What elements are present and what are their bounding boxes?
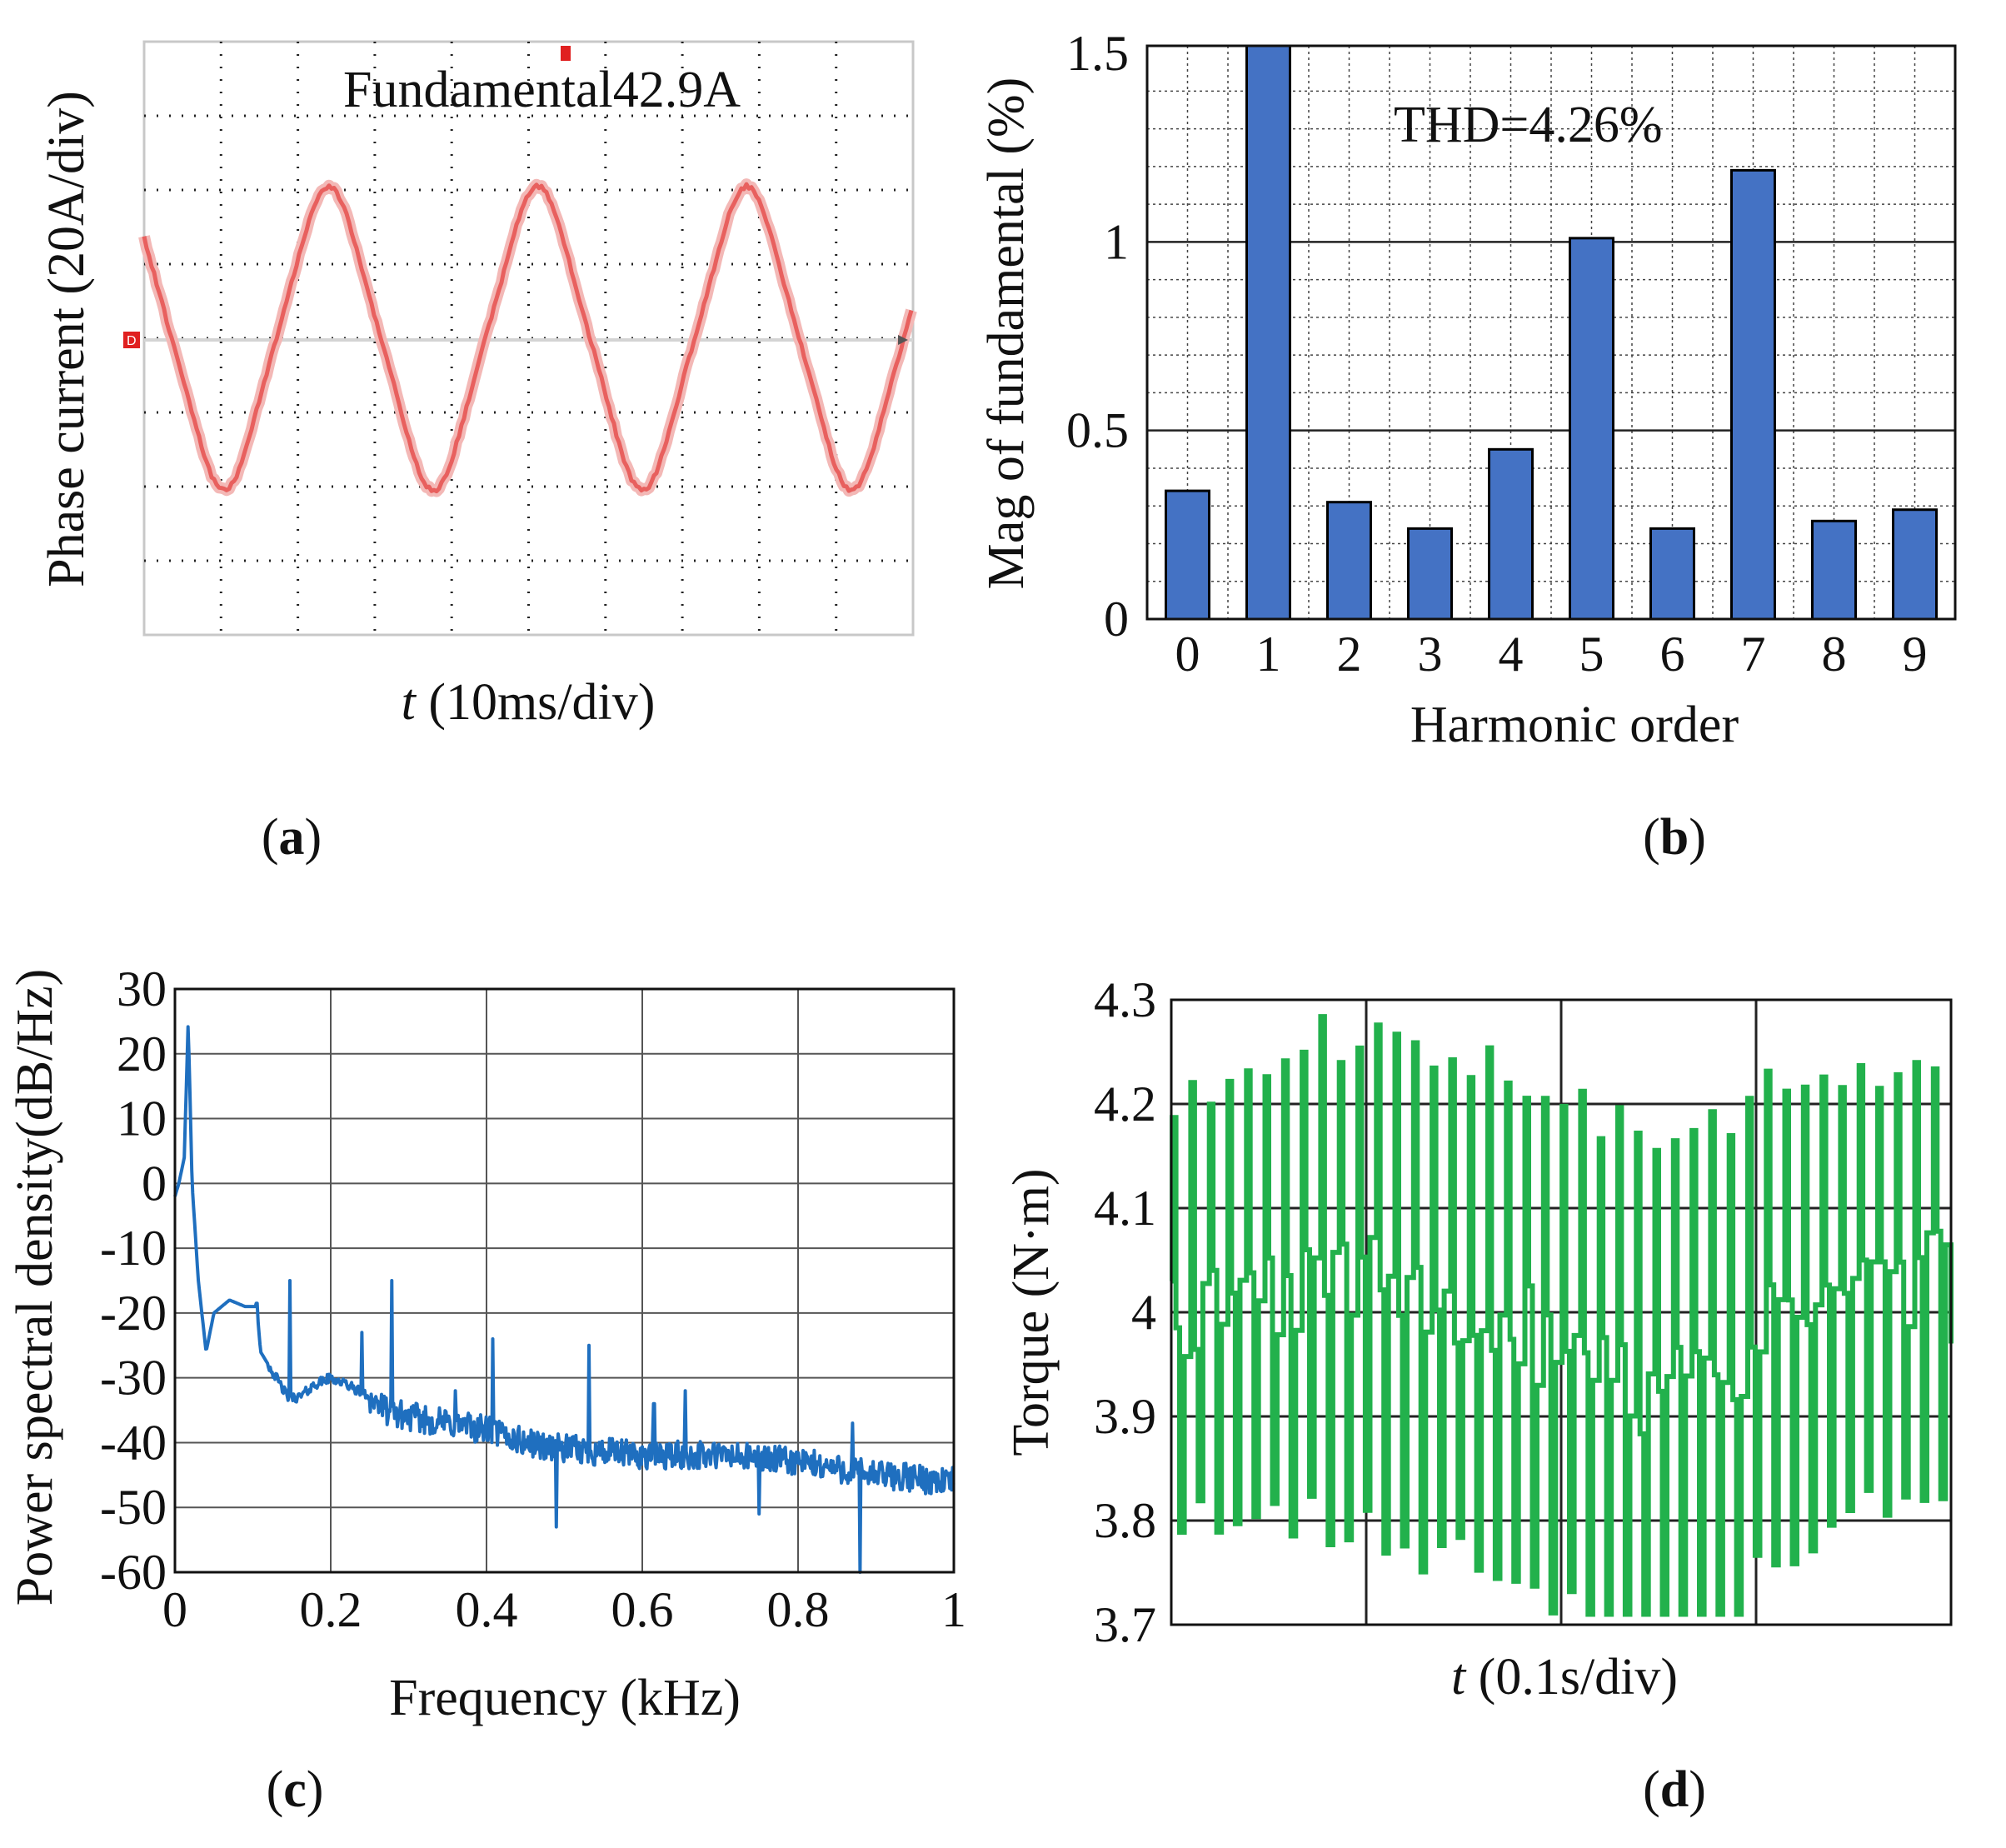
panel-b-ylabel: Mag of fundamental (%): [978, 77, 1035, 590]
xtick-label: 3: [1418, 627, 1443, 682]
panel-a-annotation: Fundamental42.9A: [343, 62, 741, 118]
panel-c-letter: c: [283, 1761, 307, 1818]
ytick-label: -10: [100, 1221, 167, 1276]
ytick-label: -30: [100, 1351, 167, 1406]
xtick-label: 6: [1660, 627, 1685, 682]
panel-c-grid: [175, 989, 954, 1572]
panel-d-xlabel: t (0.1s/div): [1451, 1649, 1678, 1706]
xtick-label: 2: [1337, 627, 1362, 682]
panel-c-label: (c): [267, 1761, 324, 1818]
panel-b-ytick-labels: 0 0.5 1 1.5: [1066, 26, 1129, 647]
ytick-label: 0: [1104, 592, 1129, 647]
xtick-label: 1: [1256, 627, 1281, 682]
panel-d-letter: d: [1660, 1761, 1689, 1818]
bar-harmonic-7: [1730, 168, 1776, 621]
panel-c-xlabel: Frequency (kHz): [389, 1670, 741, 1726]
panel-c-xtick-labels: 0 0.2 0.4 0.6 0.8 1: [162, 1582, 966, 1637]
ytick-label: 4.3: [1094, 972, 1156, 1027]
panel-b-bars: [1165, 44, 1938, 621]
bar-harmonic-2: [1326, 501, 1372, 621]
panel-d-xlabel-var: t: [1451, 1649, 1467, 1706]
ytick-label: 3.8: [1094, 1493, 1156, 1548]
ytick-label: -60: [100, 1545, 167, 1600]
panel-b-xlabel: Harmonic order: [1410, 697, 1739, 753]
panel-a-current-trace: [142, 182, 914, 494]
panel-a-xlabel-var: t: [402, 674, 417, 731]
bar-harmonic-0: [1165, 489, 1210, 621]
xtick-label: 0.8: [767, 1582, 830, 1637]
panel-c-ylabel: Power spectral density(dB/Hz): [7, 969, 63, 1606]
xtick-label: 8: [1822, 627, 1847, 682]
panel-a-oscilloscope: D Fundamental42.9A Phase current (20A/di…: [38, 40, 917, 866]
panel-c-ytick-labels: 30 20 10 0 -10 -20 -30 -40 -50 -60: [100, 961, 167, 1600]
xtick-label: 5: [1579, 627, 1604, 682]
panel-c-psd-chart: 30 20 10 0 -10 -20 -30 -40 -50 -60 0 0.2 0.4 0.6 0.8 1…: [7, 961, 966, 1818]
panel-d-torque-line: [1170, 1014, 1954, 1617]
ytick-label: 30: [117, 961, 167, 1016]
ytick-label: 1: [1104, 214, 1129, 269]
ytick-label: -20: [100, 1286, 167, 1341]
ytick-label: 3.9: [1094, 1389, 1156, 1444]
panel-c-axes-frame: [173, 987, 956, 1574]
bar-harmonic-9: [1892, 508, 1938, 621]
panel-b-annotation: THD=4.26%: [1394, 97, 1663, 153]
xtick-label: 0: [1175, 627, 1200, 682]
ground-marker-icon: [123, 332, 140, 348]
xtick-label: 7: [1741, 627, 1766, 682]
xtick-label: 4: [1499, 627, 1524, 682]
xtick-label: 0.4: [456, 1582, 518, 1637]
ytick-label: 10: [117, 1091, 167, 1146]
panel-a-xlabel: t (10ms/div): [402, 674, 656, 731]
panel-b-label: (b): [1643, 809, 1706, 866]
panel-a-letter: a: [279, 809, 305, 866]
panel-d-ylabel: Torque (N·m): [1003, 1168, 1060, 1456]
ytick-label: 4.1: [1094, 1181, 1156, 1236]
bar-harmonic-6: [1649, 527, 1695, 621]
panel-d-ytick-labels: 3.7 3.8 3.9 4 4.1 4.2 4.3: [1094, 972, 1156, 1652]
panel-c-psd-line: [173, 1025, 956, 1574]
panel-a-ylabel: Phase current (20A/div): [38, 91, 95, 587]
ytick-label: 4.2: [1094, 1076, 1156, 1131]
ytick-label: -40: [100, 1415, 167, 1470]
ytick-label: 0: [142, 1156, 167, 1211]
ytick-label: 1.5: [1066, 26, 1129, 81]
bar-harmonic-5: [1569, 237, 1614, 621]
panel-b-axes-frame: [1145, 44, 1957, 621]
panel-a-label: (a): [262, 809, 322, 866]
xtick-label: 0.2: [300, 1582, 362, 1637]
panel-d-axes-frame: [1170, 998, 1953, 1626]
ytick-label: 20: [117, 1026, 167, 1081]
bar-harmonic-4: [1488, 447, 1534, 621]
level-marker-icon: [898, 335, 908, 345]
panel-d-torque-chart: 3.7 3.8 3.9 4 4.1 4.2 4.3 t (0.1s/div) Torque …: [1003, 972, 1954, 1818]
panel-d-xlabel-unit: (0.1s/div): [1465, 1649, 1678, 1706]
ytick-label: 3.7: [1094, 1597, 1156, 1652]
bar-harmonic-8: [1811, 519, 1857, 621]
trigger-marker-icon: [561, 46, 571, 61]
bar-harmonic-3: [1407, 527, 1453, 621]
bar-harmonic-1: [1245, 44, 1291, 621]
xtick-label: 1: [941, 1582, 966, 1637]
ytick-label: -50: [100, 1480, 167, 1535]
ground-marker-label: D: [127, 334, 137, 348]
xtick-label: 0: [162, 1582, 187, 1637]
ytick-label: 0.5: [1066, 403, 1129, 458]
panel-b-letter: b: [1660, 809, 1689, 866]
panel-d-label: (d): [1643, 1761, 1706, 1818]
xtick-label: 9: [1903, 627, 1928, 682]
xtick-label: 0.6: [611, 1582, 674, 1637]
panel-a-xlabel-unit: (10ms/div): [416, 674, 656, 731]
ytick-label: 4: [1131, 1285, 1156, 1340]
